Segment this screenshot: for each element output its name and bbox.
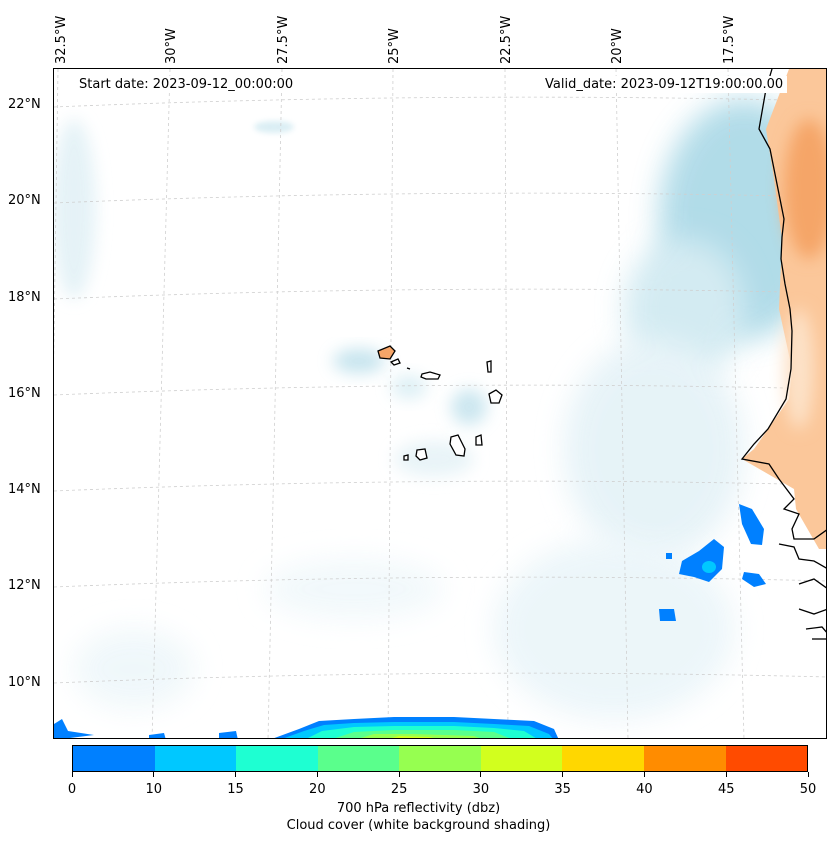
colorbar-tick-label: 40 bbox=[636, 782, 653, 797]
santiago-island bbox=[449, 434, 466, 457]
santa-luzia-island bbox=[406, 367, 411, 370]
africa-land-shading bbox=[742, 69, 826, 549]
lon-label-20w: 20°W bbox=[610, 28, 625, 64]
sal-island bbox=[486, 360, 492, 373]
santo-antao-island bbox=[377, 345, 396, 360]
lon-label-22.5w: 22.5°W bbox=[499, 15, 514, 64]
map-panel bbox=[53, 68, 827, 739]
colorbar-segment bbox=[480, 746, 563, 771]
colorbar-tickmark bbox=[235, 772, 237, 777]
colorbar-tick-label: 25 bbox=[390, 782, 408, 797]
graticule bbox=[54, 69, 826, 738]
colorbar-segment bbox=[562, 746, 644, 771]
colorbar-segment bbox=[154, 746, 237, 771]
coastlines bbox=[740, 69, 826, 640]
lat-label-20n: 20°N bbox=[8, 193, 41, 208]
lon-label-17.5w: 17.5°W bbox=[722, 15, 737, 64]
lat-label-14n: 14°N bbox=[8, 482, 41, 497]
colorbar-segment bbox=[317, 746, 400, 771]
colorbar-tick-label: 50 bbox=[799, 782, 817, 797]
lat-label-22n: 22°N bbox=[8, 97, 41, 112]
colorbar-tick-label: 30 bbox=[472, 782, 490, 797]
colorbar-segment bbox=[725, 746, 808, 771]
colorbar-tick-label: 45 bbox=[717, 782, 735, 797]
lat-label-16n: 16°N bbox=[8, 386, 41, 401]
sao-vicente-island bbox=[389, 358, 401, 366]
fogo-island bbox=[415, 448, 428, 461]
lon-label-25w: 25°W bbox=[387, 28, 402, 64]
valid-date-label: Valid_date: 2023-09-12T19:00:00.00 bbox=[541, 76, 788, 93]
start-date-label: Start date: 2023-09-12_00:00:00 bbox=[75, 76, 298, 93]
colorbar-tick-label: 0 bbox=[67, 782, 77, 797]
brava-island bbox=[403, 454, 409, 461]
colorbar-tick-label: 35 bbox=[554, 782, 571, 797]
lon-label-27.5w: 27.5°W bbox=[276, 15, 291, 64]
colorbar-tickmark bbox=[398, 772, 400, 777]
colorbar-label-cloud-cover: Cloud cover (white background shading) bbox=[286, 818, 551, 833]
colorbar-tickmark bbox=[725, 772, 727, 777]
reflectivity-layer bbox=[54, 504, 766, 738]
cloud-cover-layer bbox=[54, 99, 826, 719]
colorbar-segment bbox=[236, 746, 318, 771]
colorbar-tickmark bbox=[643, 772, 645, 777]
colorbar-tickmark bbox=[807, 772, 809, 777]
colorbar-tick-label: 20 bbox=[309, 782, 326, 797]
colorbar-tick-label: 15 bbox=[227, 782, 244, 797]
lon-label-32.5w: 32.5°W bbox=[54, 15, 69, 64]
map-canvas bbox=[54, 69, 826, 738]
colorbar-tickmark bbox=[562, 772, 564, 777]
boa-vista-island bbox=[488, 389, 503, 404]
colorbar-tick-label: 10 bbox=[145, 782, 163, 797]
colorbar-segment bbox=[399, 746, 481, 771]
maio-island bbox=[475, 434, 483, 446]
colorbar-segment bbox=[643, 746, 726, 771]
reflectivity-colorbar bbox=[72, 745, 808, 772]
colorbar-tickmark bbox=[480, 772, 482, 777]
colorbar-tickmark bbox=[153, 772, 155, 777]
lat-label-10n: 10°N bbox=[8, 675, 41, 690]
colorbar-tickmark bbox=[316, 772, 318, 777]
cape-verde-islands bbox=[377, 345, 503, 461]
colorbar-label-reflectivity: 700 hPa reflectivity (dbz) bbox=[336, 801, 501, 816]
lat-label-12n: 12°N bbox=[8, 578, 41, 593]
sao-nicolau-island bbox=[420, 371, 441, 380]
lat-label-18n: 18°N bbox=[8, 290, 41, 305]
colorbar-segment bbox=[73, 746, 155, 771]
colorbar-tickmark bbox=[71, 772, 73, 777]
lon-label-30w: 30°W bbox=[164, 28, 179, 64]
